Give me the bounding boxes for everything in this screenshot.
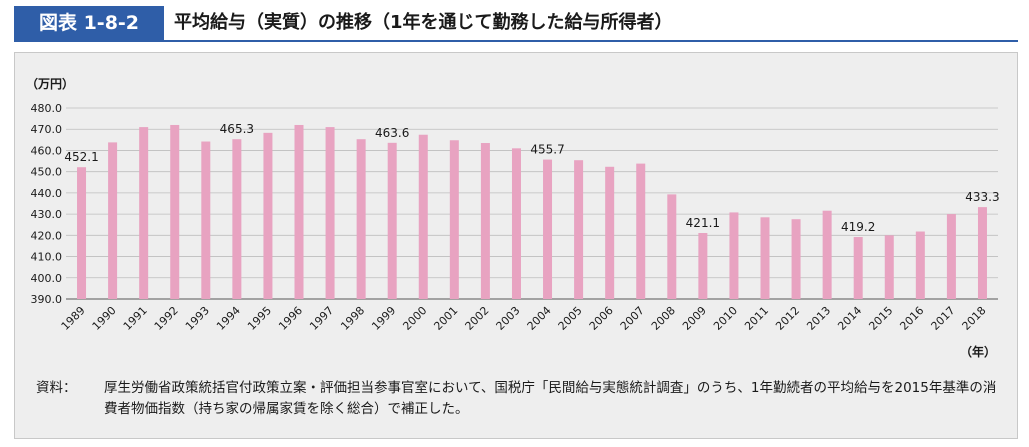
y-tick-label: 390.0 [31, 293, 63, 306]
bar-2010 [729, 212, 739, 299]
x-tick-label: 2002 [463, 304, 492, 333]
figure-title: 平均給与（実質）の推移（1年を通じて勤務した給与所得者） [174, 12, 673, 33]
bar-2000 [418, 134, 428, 299]
y-tick-label: 400.0 [31, 272, 63, 285]
x-tick-label: 2007 [618, 304, 647, 333]
y-tick-label: 460.0 [31, 144, 63, 157]
bar-2018 [977, 207, 987, 299]
data-label-2009: 421.1 [686, 216, 720, 230]
x-tick-label: 2014 [835, 304, 864, 333]
x-tick-label: 2017 [929, 304, 958, 333]
bar-2004 [543, 159, 553, 299]
x-axis-label: （年） [960, 344, 996, 359]
y-tick-label: 470.0 [31, 123, 63, 136]
data-label-2018: 433.3 [965, 190, 999, 204]
y-tick-label: 440.0 [31, 187, 63, 200]
x-tick-label: 1989 [59, 304, 88, 333]
bar-2006 [605, 166, 615, 299]
x-tick-label: 2016 [897, 304, 926, 333]
footnote-label: 資料： [36, 380, 77, 396]
bar-2002 [480, 143, 490, 299]
data-label-1994: 465.3 [220, 122, 254, 136]
bar-1998 [356, 139, 366, 299]
bar-chart: 390.0 400.0 410.0 420.0 430.0 440.0 450.0 460.0… [26, 76, 1000, 359]
x-tick-label: 2012 [773, 304, 802, 333]
x-tick-label: 2000 [400, 304, 429, 333]
bar-1993 [201, 141, 211, 299]
x-tick-label: 1993 [183, 304, 212, 333]
y-tick-label: 420.0 [31, 229, 63, 242]
bar-1999 [387, 142, 397, 299]
x-tick-label: 2015 [866, 304, 895, 333]
y-axis-label: （万円） [26, 76, 74, 91]
bar-1996 [294, 124, 304, 299]
bar-1995 [263, 132, 273, 299]
bar-2008 [667, 194, 677, 299]
x-tick-labels: 1989 1990 1991 1992 1993 1994 1995 1996 1997 1998… [59, 304, 989, 333]
data-label-2014: 419.2 [841, 220, 875, 234]
y-tick-label: 450.0 [31, 166, 63, 179]
figure-header: 図表 1-8-2 平均給与（実質）の推移（1年を通じて勤務した給与所得者） [14, 6, 1018, 42]
x-tick-label: 1991 [121, 304, 150, 333]
bar-2001 [449, 140, 459, 299]
x-tick-label: 1990 [90, 304, 119, 333]
bar-2005 [574, 160, 584, 299]
data-label-2004: 455.7 [530, 143, 564, 157]
bar-1997 [325, 127, 335, 299]
grid-lines [66, 107, 998, 300]
x-tick-label: 2001 [431, 304, 460, 333]
data-labels: 452.1 465.3 463.6 455.7 421.1 419.2 433.3 [64, 122, 999, 234]
x-tick-label: 2018 [960, 304, 989, 333]
x-tick-label: 1997 [307, 304, 336, 333]
bar-2013 [822, 210, 832, 299]
footnote-text: 厚生労働省政策統括官付政策立案・評価担当参事官室において、国税庁「民間給与実態統… [104, 380, 997, 417]
bar-2016 [915, 231, 925, 299]
x-tick-label: 1992 [152, 304, 181, 333]
x-tick-label: 2011 [742, 304, 771, 333]
bar-1994 [232, 139, 242, 299]
y-tick-label: 480.0 [31, 102, 63, 115]
bar-2015 [884, 235, 894, 299]
x-tick-label: 2006 [587, 304, 616, 333]
x-tick-label: 1999 [369, 304, 398, 333]
x-tick-label: 1995 [245, 304, 274, 333]
bar-1990 [108, 142, 118, 299]
x-tick-label: 1998 [338, 304, 367, 333]
bar-2009 [698, 232, 708, 299]
x-tick-label: 2004 [525, 304, 554, 333]
y-tick-label: 430.0 [31, 208, 63, 221]
x-tick-label: 2008 [649, 304, 678, 333]
x-tick-label: 2005 [556, 304, 585, 333]
x-tick-label: 2010 [711, 304, 740, 333]
y-tick-label: 410.0 [31, 251, 63, 264]
x-tick-label: 2009 [680, 304, 709, 333]
bar-1989 [77, 167, 87, 299]
bar-2011 [760, 217, 770, 299]
x-tick-label: 2013 [804, 304, 833, 333]
figure-label: 図表 1-8-2 [14, 6, 164, 40]
data-label-1999: 463.6 [375, 126, 409, 140]
bar-2007 [636, 163, 646, 299]
x-tick-label: 1994 [214, 304, 243, 333]
x-tick-label: 1996 [276, 304, 305, 333]
bar-2012 [791, 219, 801, 299]
bar-2003 [511, 148, 521, 299]
bar-2014 [853, 237, 863, 299]
bar-1991 [139, 127, 149, 299]
y-tick-labels: 390.0 400.0 410.0 420.0 430.0 440.0 450.0 460.0… [31, 102, 63, 306]
x-tick-label: 2003 [494, 304, 523, 333]
data-label-1989: 452.1 [64, 150, 98, 164]
bars [77, 124, 987, 299]
bar-2017 [946, 214, 956, 299]
bar-1992 [170, 124, 180, 299]
